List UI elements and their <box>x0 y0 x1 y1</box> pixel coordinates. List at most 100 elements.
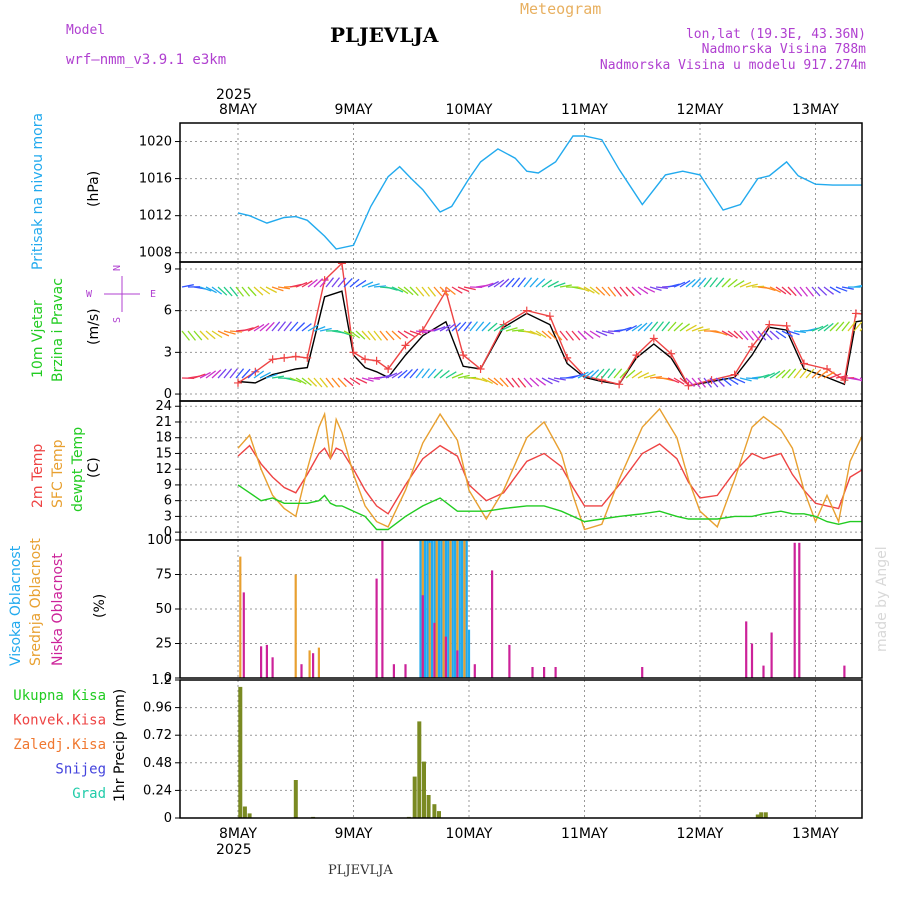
wind-barb <box>181 284 194 288</box>
wind-barb <box>361 377 374 382</box>
clouds-bar-srednja-oblacnost <box>449 540 452 678</box>
wind-barb <box>577 330 587 340</box>
wind-barb <box>325 377 335 388</box>
wind-barb <box>571 330 581 341</box>
cloud-mid-label: Srednja Oblacnost <box>28 538 44 666</box>
wind-barb <box>817 324 829 332</box>
temperature-marks <box>237 407 862 531</box>
wind-barb <box>607 368 617 379</box>
cloud-unit: (%) <box>92 594 108 618</box>
wind-barb <box>859 285 862 288</box>
wind-barb <box>619 368 629 379</box>
clouds-ytick-label: 0 <box>164 671 172 686</box>
clouds-bar-niska-oblacnost <box>265 644 268 678</box>
wind-marks <box>234 262 862 390</box>
gust-marker <box>730 370 739 379</box>
wind-barb <box>451 322 462 332</box>
clouds-bar-visoka-oblacnost <box>440 540 443 678</box>
clouds-bar-srednja-oblacnost <box>308 650 311 678</box>
clouds-bar-niska-oblacnost <box>770 632 773 678</box>
wind-barb <box>787 330 800 336</box>
wind-barb <box>259 286 271 295</box>
wind-barb <box>745 283 758 288</box>
wind-ytick-label: 9 <box>164 262 172 277</box>
precip-bar-ukupna-kisa <box>422 761 426 818</box>
clouds-ytick-label: 50 <box>155 602 172 617</box>
clouds-ytick-label: 25 <box>155 637 172 652</box>
wind-ytick-label: 3 <box>164 345 172 360</box>
wind-barb <box>349 377 361 386</box>
wind-barb <box>295 281 308 288</box>
wind-barb <box>691 326 704 332</box>
wind-barb <box>691 278 701 288</box>
temperature-line-sfc-temp <box>237 407 862 531</box>
precip-bar-ukupna-kisa <box>426 795 431 818</box>
wind-barb <box>463 376 477 379</box>
wind-barb <box>241 368 251 379</box>
wind-barb <box>505 327 518 332</box>
wind-barb <box>583 370 594 379</box>
wind-barb <box>445 286 456 296</box>
wind-barb <box>343 377 354 387</box>
x-label-bottom: 13MAY <box>792 826 839 842</box>
wind-barb <box>793 330 806 334</box>
clouds-bar-niska-oblacnost <box>300 664 303 678</box>
pressure-ytick-label: 1016 <box>139 172 172 187</box>
precip-bar-ukupna-kisa <box>759 812 764 818</box>
wind-barb <box>595 368 605 379</box>
precip-label: 1hr Precip <box>112 731 128 802</box>
wind-barb <box>205 286 217 294</box>
wind-barb <box>673 322 684 332</box>
wind-barb <box>715 377 725 387</box>
wind-barb <box>355 279 367 288</box>
wind-barb <box>649 286 662 292</box>
gust-marker <box>280 353 289 362</box>
wind-barb <box>433 325 446 332</box>
wind-barb <box>571 373 584 379</box>
model-label: Model <box>66 23 105 38</box>
wind-barb <box>547 330 557 341</box>
clouds-bar-niska-oblacnost <box>456 650 459 678</box>
wind-barb <box>655 321 665 332</box>
temperature-line-2m-temp <box>237 443 862 515</box>
wind-barb <box>601 330 614 335</box>
wind-barb <box>829 286 841 294</box>
wind-barb <box>859 377 862 380</box>
gust-marker <box>747 342 756 351</box>
wind-barb <box>703 377 713 388</box>
elevation-text: Nadmorska Visina 788m <box>702 42 867 57</box>
wind-barb <box>229 368 239 379</box>
wind-barb <box>829 373 842 379</box>
wind-barb <box>307 324 319 332</box>
temperature-ytick-label: 15 <box>155 446 172 461</box>
legend-item: Snijeg <box>55 762 106 778</box>
wind-barb <box>397 330 409 339</box>
wind-barb <box>193 330 203 341</box>
clouds-frame <box>179 539 863 679</box>
wind-barb <box>613 286 623 297</box>
wind-barb <box>667 377 680 384</box>
wind-barb <box>529 277 539 288</box>
wind-barb <box>343 330 355 338</box>
wind-barb <box>253 323 265 332</box>
wind-barb <box>289 321 299 332</box>
clouds-ytick-label: 75 <box>155 568 172 583</box>
wind-ytick-label: 6 <box>164 304 172 319</box>
wind-barb <box>769 286 782 293</box>
wind-barb <box>223 330 236 335</box>
clouds-bar-visoka-oblacnost <box>465 540 468 678</box>
gust-marker <box>545 312 554 321</box>
temperature-line-dewpt-temp <box>237 484 862 531</box>
pressure-ytick-label: 1008 <box>139 246 172 261</box>
x-label-bottom: 12MAY <box>677 826 724 842</box>
wind-barb <box>439 286 450 296</box>
wind-barb <box>601 368 611 379</box>
precip-ytick-label: 0.96 <box>143 701 172 716</box>
svg-text:W: W <box>86 289 93 300</box>
gust-marker <box>372 356 381 365</box>
footer-station: PLJEVLJA <box>328 863 393 878</box>
wind-barb <box>211 330 223 339</box>
wind-barb <box>625 286 635 297</box>
wind-barb <box>247 369 258 379</box>
wind-barb <box>439 369 450 379</box>
